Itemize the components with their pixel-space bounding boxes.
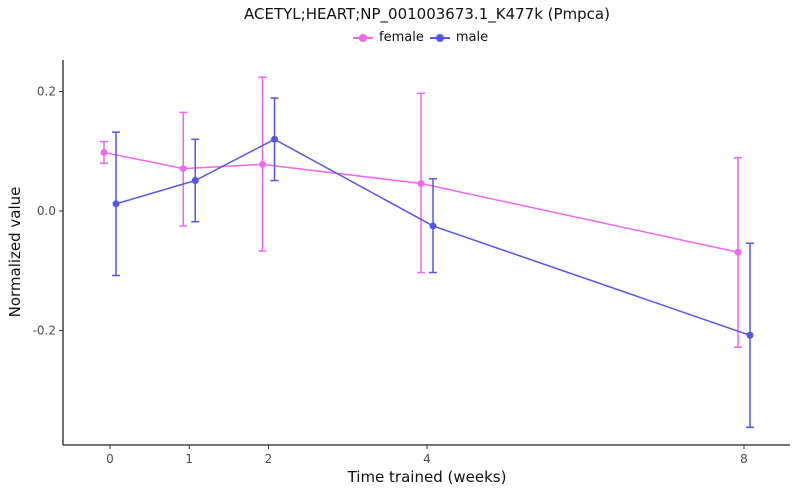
data-point [179, 165, 187, 173]
x-axis-title: Time trained (weeks) [347, 468, 507, 486]
legend-item-female: female [353, 30, 424, 45]
x-tick-label: 1 [185, 452, 193, 466]
legend: female male [353, 30, 490, 45]
y-tick-label: 0.2 [37, 85, 56, 99]
data-point [100, 148, 108, 156]
data-point [259, 160, 266, 168]
x-tick-label: 4 [423, 452, 431, 466]
legend-item-male: male [429, 30, 489, 45]
y-axis-title: Normalized value [6, 187, 24, 318]
x-tick-label: 2 [265, 452, 273, 466]
legend-key-male-icon [429, 33, 450, 43]
x-tick-label: 8 [740, 452, 748, 466]
y-tick-label: 0.0 [37, 204, 56, 218]
legend-label-male: male [455, 30, 489, 45]
x-tick-label: 0 [106, 452, 114, 466]
series-layer [100, 76, 754, 429]
data-point [734, 248, 742, 256]
axes: 0.2 0.0 -0.2 0 1 2 4 8 [33, 60, 790, 466]
data-point [429, 222, 437, 230]
legend-key-female-icon [353, 33, 373, 43]
data-point [112, 200, 120, 208]
data-point [417, 180, 425, 188]
data-point [746, 331, 754, 339]
legend-label-female: female [379, 30, 424, 45]
series-female [100, 76, 742, 348]
data-point [271, 135, 278, 143]
series-male [112, 97, 754, 429]
data-point [191, 177, 199, 185]
y-tick-label: -0.2 [33, 324, 56, 338]
chart-title: ACETYL;HEART;NP_001003673.1_K477k (Pmpca… [244, 5, 610, 23]
